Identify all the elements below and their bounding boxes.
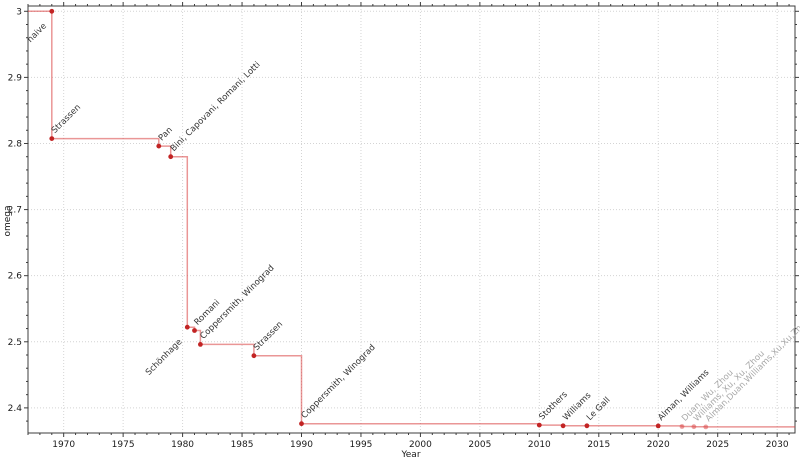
point-label: Coppersmith, Winograd — [300, 343, 378, 421]
y-tick-label: 2.4 — [8, 404, 23, 414]
data-point — [560, 423, 566, 429]
data-point — [299, 421, 304, 427]
data-point — [251, 353, 257, 359]
data-point — [691, 424, 697, 430]
data-point — [49, 8, 55, 14]
data-point — [679, 424, 685, 429]
y-tick-label: 2.7 — [8, 206, 22, 216]
x-tick-label: 2030 — [766, 440, 789, 450]
point-label: Strassen — [252, 320, 285, 353]
x-tick-label: 1975 — [112, 440, 135, 450]
x-tick-label: 2025 — [706, 440, 729, 450]
omega-step-line — [28, 10, 795, 428]
x-tick-label: 2000 — [409, 440, 432, 450]
x-tick-label: 2015 — [587, 440, 610, 450]
point-label: Schönhage — [144, 337, 184, 377]
x-tick-label: 1990 — [290, 440, 313, 450]
data-point — [198, 342, 203, 347]
y-tick-label: 2.5 — [8, 338, 22, 348]
data-point — [584, 423, 590, 429]
point-label: naive — [25, 21, 48, 44]
plot-frame — [27, 5, 796, 434]
x-tick-label: 1995 — [350, 440, 373, 450]
y-tick-label: 2.8 — [8, 139, 23, 149]
x-axis-title: Year — [400, 450, 420, 460]
y-axis-title: omega — [3, 205, 13, 236]
y-tick-label: 2.9 — [8, 73, 23, 83]
x-tick-label: 1985 — [231, 440, 254, 450]
data-point — [49, 136, 55, 142]
y-tick-label: 3 — [16, 7, 22, 17]
y-tick-label: 2.6 — [8, 272, 23, 282]
data-point — [168, 154, 174, 160]
data-point — [703, 424, 709, 430]
data-point — [156, 143, 162, 149]
point-label: Bini, Capovani, Romani, Lotti — [169, 60, 263, 154]
x-tick-label: 1980 — [171, 440, 194, 450]
data-point — [184, 324, 190, 330]
x-tick-label: 2020 — [647, 440, 670, 450]
data-point — [655, 423, 661, 429]
point-label: Williams, Xu, Xu, Zhou — [692, 349, 767, 424]
data-point — [536, 422, 542, 428]
x-tick-label: 1970 — [52, 440, 75, 450]
point-label: Strassen — [50, 103, 83, 136]
data-point — [192, 328, 197, 333]
x-tick-label: 2005 — [468, 440, 491, 450]
x-tick-label: 2010 — [528, 440, 551, 450]
